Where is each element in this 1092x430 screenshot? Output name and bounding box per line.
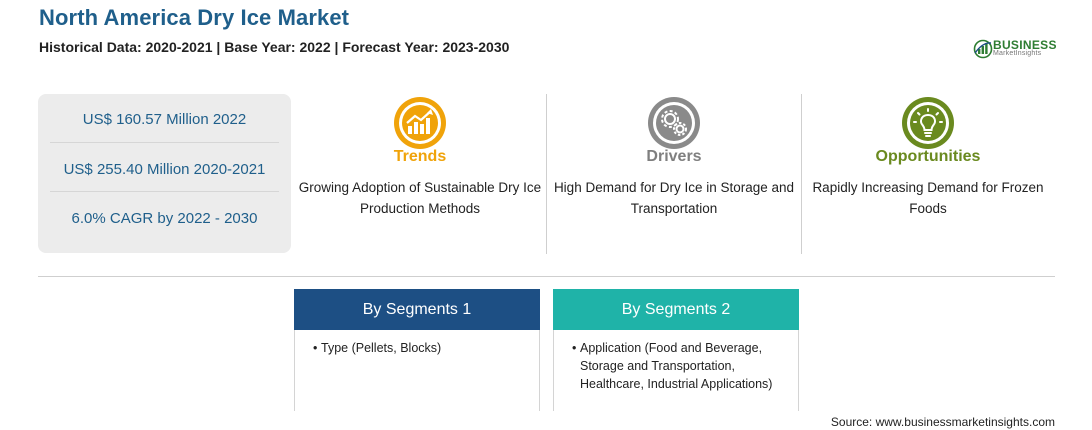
segments-1-card: By Segments 1 Type (Pellets, Blocks) [294, 289, 540, 411]
market-value-historical: US$ 255.40 Million 2020-2021 [63, 161, 266, 178]
trends-description: Growing Adoption of Sustainable Dry Ice … [298, 180, 542, 216]
trend-chart-icon [394, 97, 446, 149]
market-stats-panel: US$ 160.57 Million 2022 US$ 255.40 Milli… [38, 94, 291, 253]
column-divider [546, 94, 547, 254]
trends-heading: Trends [393, 148, 447, 165]
logo-tagline-text: MarketInsights [993, 50, 1042, 57]
segments-2-body: Application (Food and Beverage, Storage … [553, 330, 799, 411]
segment-item: Application (Food and Beverage, Storage … [572, 339, 790, 393]
opportunities-heading: Opportunities [875, 148, 981, 165]
segments-2-heading: By Segments 2 [553, 289, 799, 330]
opportunities-column: Opportunities Rapidly Increasing Demand … [803, 94, 1053, 254]
stats-divider [50, 191, 279, 192]
page-subtitle: Historical Data: 2020-2021 | Base Year: … [39, 39, 510, 55]
drivers-description: High Demand for Dry Ice in Storage and T… [553, 180, 795, 216]
logo-globe-icon [973, 39, 993, 59]
source-citation: Source: www.businessmarketinsights.com [830, 415, 1055, 429]
market-value-2022: US$ 160.57 Million 2022 [82, 111, 247, 128]
column-divider [801, 94, 802, 254]
section-divider [38, 276, 1055, 277]
drivers-heading: Drivers [646, 148, 702, 165]
logo-brand-text: BUSINESS [993, 38, 1057, 52]
page-title: North America Dry Ice Market [39, 5, 350, 30]
segments-1-heading: By Segments 1 [294, 289, 540, 330]
drivers-column: Drivers High Demand for Dry Ice in Stora… [549, 94, 799, 254]
trends-column: Trends Growing Adoption of Sustainable D… [295, 94, 545, 254]
business-market-insights-logo[interactable]: BUSINESS MarketInsights [972, 37, 1062, 59]
market-cagr: 6.0% CAGR by 2022 - 2030 [71, 210, 258, 227]
stats-divider [50, 142, 279, 143]
segment-item: Type (Pellets, Blocks) [313, 339, 531, 357]
gears-icon [648, 97, 700, 149]
opportunities-description: Rapidly Increasing Demand for Frozen Foo… [812, 180, 1044, 216]
lightbulb-icon [902, 97, 954, 149]
segments-1-body: Type (Pellets, Blocks) [294, 330, 540, 411]
segments-2-card: By Segments 2 Application (Food and Beve… [553, 289, 799, 411]
